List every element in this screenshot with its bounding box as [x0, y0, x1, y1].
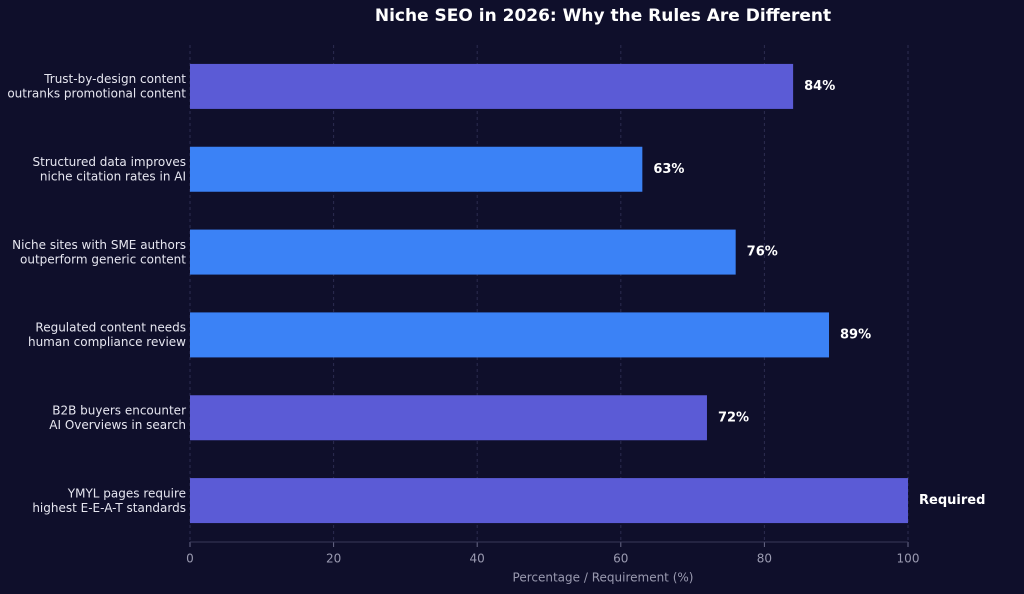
x-tick-label: 100 — [897, 552, 920, 566]
value-label: 63% — [653, 162, 684, 177]
x-tick-label: 40 — [470, 552, 485, 566]
y-tick-label: Regulated content needs human compliance … — [28, 320, 186, 348]
bar — [190, 63, 794, 109]
y-tick-label: Niche sites with SME authors outperform g… — [12, 237, 186, 265]
value-label: 72% — [718, 410, 749, 425]
value-label: Required — [919, 493, 985, 508]
chart-title: Niche SEO in 2026: Why the Rules Are Dif… — [375, 6, 831, 26]
x-axis-label: Percentage / Requirement (%) — [513, 571, 694, 585]
value-label: 84% — [804, 79, 835, 94]
y-tick-label: B2B buyers encounter AI Overviews in sear… — [49, 403, 186, 431]
bar — [190, 229, 736, 275]
bar — [190, 478, 908, 524]
x-tick-label: 20 — [326, 552, 341, 566]
y-tick-label: YMYL pages require highest E-E-A-T standa… — [32, 486, 186, 514]
y-tick-label: Trust-by-design content outranks promotio… — [7, 72, 186, 100]
x-tick-label: 60 — [613, 552, 628, 566]
x-tick-label: 80 — [757, 552, 772, 566]
bar — [190, 395, 707, 441]
x-tick-label: 0 — [186, 552, 194, 566]
bar — [190, 146, 643, 192]
y-tick-label: Structured data improves niche citation r… — [33, 155, 187, 183]
bar — [190, 312, 830, 358]
value-label: 76% — [747, 245, 778, 260]
value-label: 89% — [840, 327, 871, 342]
